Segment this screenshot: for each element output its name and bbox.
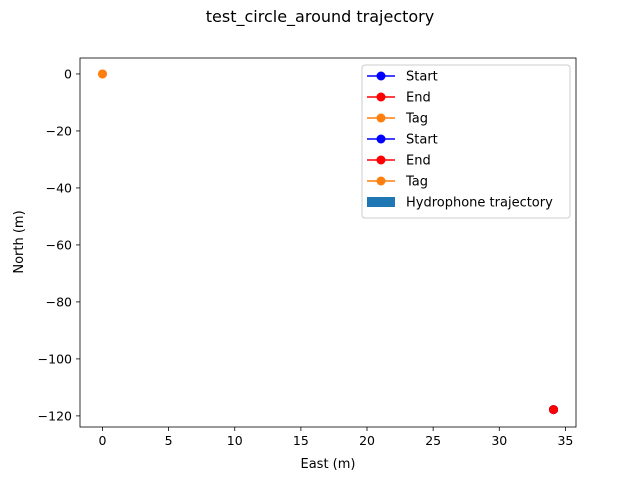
y-tick-label: −60: [46, 237, 72, 252]
plot-area: 0 5 10 15 20 25 30 35 0 −20 −40 −60 −80 −100 −120: [38, 57, 577, 448]
x-tick-label: 10: [227, 433, 243, 448]
x-axis: 0 5 10 15 20 25 30 35: [99, 427, 573, 448]
x-tick-label: 20: [359, 433, 375, 448]
legend-marker: [376, 155, 386, 165]
x-tick-label: 30: [491, 433, 507, 448]
legend: Start End Tag Start End Tag Hydrophone traject…: [361, 64, 571, 219]
legend-label: End: [406, 154, 431, 169]
x-tick-label: 5: [165, 433, 173, 448]
legend-label: Start: [406, 133, 438, 148]
chart-title: test_circle_around trajectory: [206, 7, 434, 27]
legend-marker: [376, 113, 386, 123]
x-tick-label: 0: [99, 433, 107, 448]
x-axis-label: East (m): [301, 457, 356, 472]
legend-marker: [376, 176, 386, 186]
x-tick-label: 35: [557, 433, 573, 448]
data-point: [97, 69, 107, 79]
y-tick-label: −100: [38, 351, 72, 366]
legend-label: Tag: [405, 112, 428, 127]
legend-label: Start: [406, 70, 438, 85]
legend-marker: [376, 92, 386, 102]
legend-label: Tag: [405, 175, 428, 190]
legend-label: Hydrophone trajectory: [406, 196, 553, 211]
y-tick-label: −40: [46, 180, 72, 195]
data-marks: [97, 69, 559, 415]
y-axis-label: North (m): [12, 210, 27, 273]
plot-frame: [79, 57, 577, 428]
y-tick-label: −80: [46, 294, 72, 309]
y-tick-label: −20: [46, 123, 72, 138]
y-tick-label: 0: [64, 66, 72, 81]
legend-box: [361, 64, 571, 219]
data-point: [549, 405, 559, 415]
legend-marker: [376, 134, 386, 144]
legend-label: End: [406, 91, 431, 106]
x-tick-label: 15: [293, 433, 309, 448]
legend-marker: [376, 71, 386, 81]
y-tick-label: −120: [38, 408, 72, 423]
x-tick-label: 25: [425, 433, 441, 448]
legend-swatch: [367, 197, 395, 207]
y-axis: 0 −20 −40 −60 −80 −100 −120: [38, 66, 80, 423]
